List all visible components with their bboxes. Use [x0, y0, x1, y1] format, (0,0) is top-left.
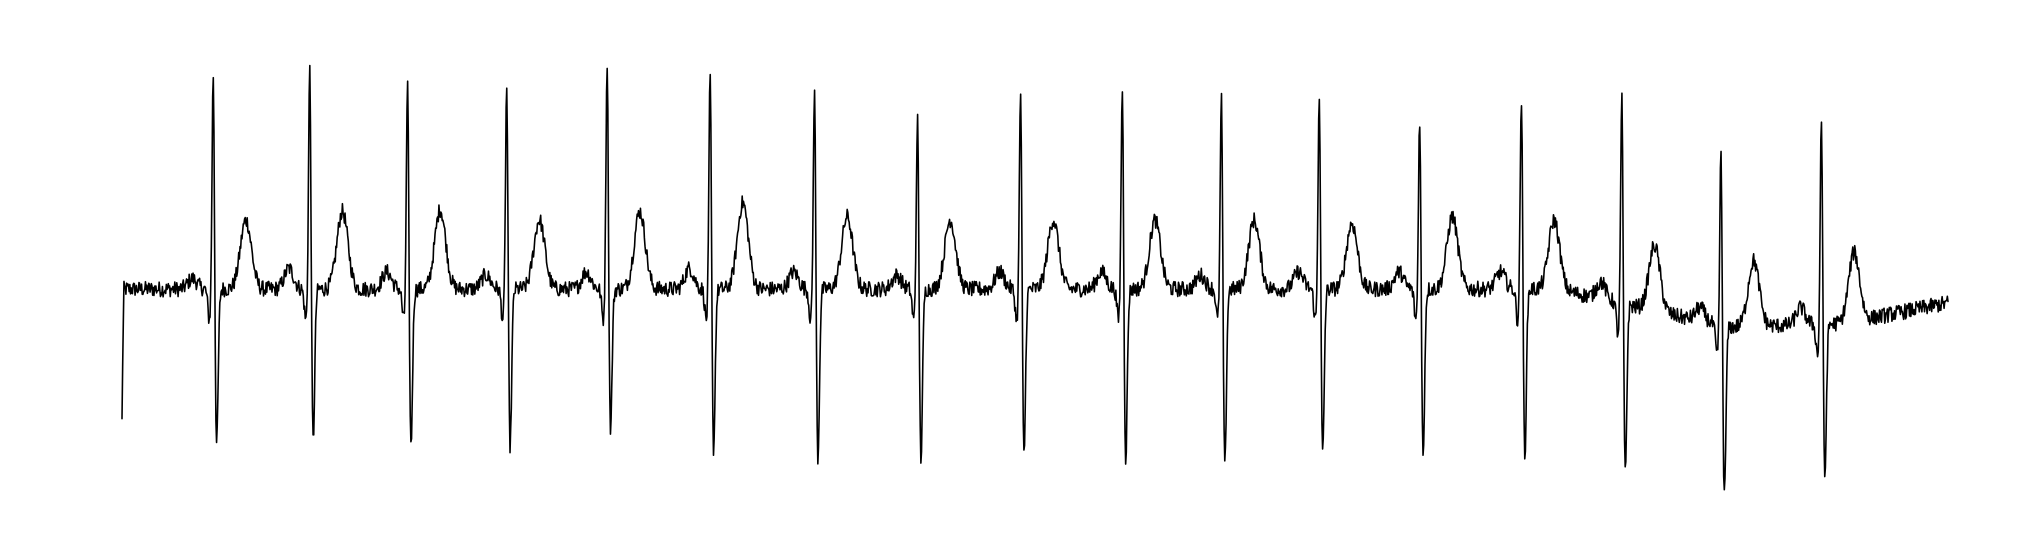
plot-area [121, 64, 1949, 491]
ecg-series-line [121, 64, 1949, 491]
